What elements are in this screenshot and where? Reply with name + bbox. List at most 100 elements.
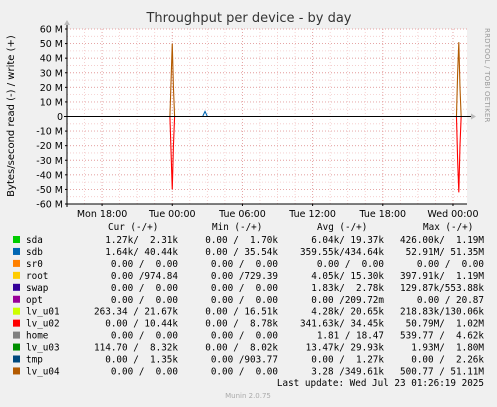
legend-swatch	[13, 307, 20, 315]
legend-swatch	[13, 367, 20, 375]
rrdtool-credit: RRDTOOL / TOBI OETIKER	[483, 28, 491, 123]
y-tick-label: 60 M	[40, 25, 63, 36]
y-tick-label: -50 M	[36, 185, 63, 196]
legend-name: sr0	[26, 259, 43, 270]
legend-max: 397.91k/ 1.19M	[400, 271, 484, 282]
y-tick-label: 0	[57, 112, 63, 123]
y-tick-label: -20 M	[36, 141, 63, 152]
x-tick-label: Tue 12:00	[288, 209, 336, 220]
legend-swatch	[13, 355, 20, 363]
legend-name: lv_u04	[26, 366, 60, 377]
legend-swatch	[13, 319, 20, 327]
legend-min: 0.00 / 0.00	[211, 283, 278, 294]
legend-min: 0.00 / 0.00	[211, 366, 278, 377]
legend-min: 0.00 / 0.00	[211, 295, 278, 306]
legend-min: 0.00 / 8.78k	[205, 319, 278, 330]
legend-avg: 13.47k/ 29.93k	[306, 343, 385, 354]
legend-avg: 0.00 / 1.27k	[311, 355, 384, 366]
legend-max: 52.91M/ 51.35M	[406, 247, 485, 258]
legend-name: lv_u02	[26, 319, 60, 330]
legend-cur: 1.64k/ 40.44k	[105, 247, 178, 258]
legend-max: 500.77 / 51.11M	[400, 366, 484, 377]
legend-row-sr0: sr0 0.00 / 0.00 0.00 / 0.00 0.00 / 0.00 0.00…	[13, 259, 484, 270]
y-tick-label: -30 M	[36, 156, 63, 167]
legend-cur: 1.27k/ 2.31k	[105, 235, 178, 246]
legend-row-root: root 0.00 /974.84 0.00 /729.39 4.05k/ 15.30…	[13, 271, 484, 282]
legend-avg: 341.63k/ 34.45k	[300, 319, 384, 330]
munin-version: Munin 2.0.75	[225, 392, 271, 400]
y-tick-label: -60 M	[36, 200, 63, 211]
legend-swatch	[13, 343, 20, 351]
y-tick-label: -40 M	[36, 170, 63, 181]
x-tick-labels: Mon 18:00 Tue 00:00 Tue 06:00 Tue 12:00 Tue …	[77, 204, 479, 220]
legend-row-sdb: sdb 1.64k/ 40.44k 0.00 / 35.54k 359.55k/434…	[13, 247, 484, 258]
legend-max: 0.00 / 2.26k	[411, 355, 484, 366]
y-tick-label: 50 M	[40, 39, 63, 50]
legend-max: 0.00 / 20.87	[417, 295, 484, 306]
legend-avg: 1.81 / 18.47	[317, 331, 384, 342]
legend-rows: sda 1.27k/ 2.31k 0.00 / 1.70k 6.04k/ 19.37k…	[13, 235, 484, 377]
legend-avg: 0.00 /209.72m	[311, 295, 384, 306]
legend-avg: 4.05k/ 15.30k	[311, 271, 384, 282]
legend-max: 539.77 / 4.62k	[400, 331, 484, 342]
legend-max: 1.93M/ 1.80M	[411, 343, 484, 354]
legend-cur: 0.00 / 0.00	[111, 366, 178, 377]
legend-avg: 0.00 / 0.00	[317, 259, 384, 270]
legend-swatch	[13, 236, 20, 243]
x-tick-label: Tue 00:00	[148, 209, 196, 220]
y-tick-labels: 60 M 50 M 40 M 30 M 20 M 10 M 0 -10 M -20 M -30 M…	[36, 25, 67, 211]
legend-swatch	[13, 283, 20, 291]
legend-header-max: Max (-/+)	[423, 222, 473, 233]
legend-min: 0.00 / 0.00	[211, 331, 278, 342]
legend-min: 0.00 / 16.51k	[205, 307, 278, 318]
legend-name: sda	[26, 235, 43, 246]
legend-min: 0.00 / 35.54k	[205, 247, 278, 258]
legend-swatch	[13, 247, 20, 255]
y-axis-arrow	[64, 20, 70, 25]
legend-cur: 0.00 / 10.44k	[105, 319, 178, 330]
legend-cur: 0.00 / 1.35k	[105, 355, 178, 366]
legend-max: 218.83k/130.06k	[400, 307, 484, 318]
legend-cur: 0.00 /974.84	[111, 271, 179, 282]
legend-name: lv_u01	[26, 307, 60, 318]
x-tick-label: Mon 18:00	[77, 209, 127, 220]
axes	[64, 20, 476, 207]
legend-swatch	[13, 271, 20, 279]
legend-max: 50.79M/ 1.02M	[406, 319, 485, 330]
x-axis-arrow	[471, 113, 476, 120]
legend-cur: 0.00 / 0.00	[111, 283, 178, 294]
legend-row-lv_u01: lv_u01 263.34 / 21.67k 0.00 / 16.51k 4.28k/…	[13, 307, 484, 318]
legend-row-home: home 0.00 / 0.00 0.00 / 0.00 1.81 / 18.47 53…	[13, 331, 484, 342]
legend-header-min: Min (-/+)	[212, 222, 262, 233]
legend-max: 0.00 / 0.00	[417, 259, 484, 270]
legend-name: home	[26, 331, 49, 342]
legend-row-lv_u03: lv_u03 114.70 / 8.32k 0.00 / 8.02k 13.47k/ …	[13, 343, 484, 354]
legend-header-cur: Cur (-/+)	[108, 222, 158, 233]
legend-row-lv_u04: lv_u04 0.00 / 0.00 0.00 / 0.00 3.28 /349.61…	[13, 366, 484, 377]
legend-swatch	[13, 295, 20, 303]
legend-avg: 1.83k/ 2.78k	[311, 283, 384, 294]
y-axis-label: Bytes/second read (-) / write (+)	[6, 35, 17, 197]
x-tick-label: Wed 00:00	[427, 209, 478, 220]
legend-cur: 0.00 / 0.00	[111, 331, 178, 342]
legend-name: root	[26, 271, 48, 282]
last-update: Last update: Wed Jul 23 01:26:19 2025	[277, 378, 484, 389]
legend-swatch	[13, 331, 20, 339]
legend-min: 0.00 /729.39	[211, 271, 278, 282]
legend-min: 0.00 / 8.02k	[205, 343, 278, 354]
legend-header-avg: Avg (-/+)	[317, 222, 367, 233]
legend-table: Cur (-/+) Min (-/+) Avg (-/+) Max (-/+) …	[13, 222, 484, 377]
legend-avg: 4.28k/ 20.65k	[311, 307, 384, 318]
legend-max: 129.87k/553.88k	[400, 283, 484, 294]
legend-cur: 0.00 / 0.00	[111, 259, 178, 270]
legend-max: 426.00k/ 1.19M	[400, 235, 484, 246]
x-tick-label: Tue 18:00	[358, 209, 406, 220]
legend-min: 0.00 /903.77	[211, 355, 278, 366]
legend-row-opt: opt 0.00 / 0.00 0.00 / 0.00 0.00 /209.72m 0.…	[13, 295, 484, 306]
legend-avg: 359.55k/434.64k	[300, 247, 384, 258]
x-tick-label: Tue 06:00	[218, 209, 266, 220]
legend-name: tmp	[26, 355, 43, 366]
chart-title: Throughput per device - by day	[145, 11, 351, 26]
legend-min: 0.00 / 1.70k	[205, 235, 278, 246]
